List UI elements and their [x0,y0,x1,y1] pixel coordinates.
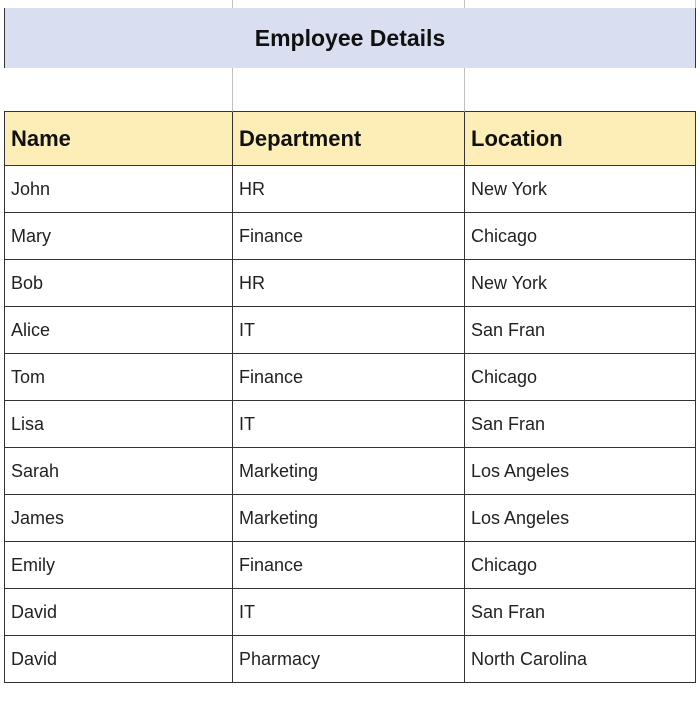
table-header-row: Name Department Location [4,112,696,166]
table-row: James Marketing Los Angeles [4,495,696,542]
cell-name: John [4,166,233,213]
cell-department: Pharmacy [233,636,465,683]
table-row: John HR New York [4,166,696,213]
table-title-row: Employee Details [4,8,696,68]
table-row: Mary Finance Chicago [4,213,696,260]
cell-location: Chicago [465,542,696,589]
employee-table-container: Employee Details Name Department Locatio… [0,0,700,683]
top-partial-row [4,0,696,8]
cell-location: Los Angeles [465,448,696,495]
cell-location: Chicago [465,213,696,260]
cell-department: Marketing [233,448,465,495]
table-row: David Pharmacy North Carolina [4,636,696,683]
cell-location: New York [465,260,696,307]
cell-department: Marketing [233,495,465,542]
spacer-cell [465,68,696,112]
cell-location: San Fran [465,589,696,636]
column-header-department: Department [233,112,465,166]
table-row: Alice IT San Fran [4,307,696,354]
top-partial-cell [233,0,465,8]
spacer-cell [4,68,233,112]
cell-department: IT [233,307,465,354]
cell-location: San Fran [465,401,696,448]
cell-name: Alice [4,307,233,354]
column-header-name: Name [4,112,233,166]
table-row: Sarah Marketing Los Angeles [4,448,696,495]
cell-location: San Fran [465,307,696,354]
cell-name: David [4,589,233,636]
top-partial-cell [465,0,696,8]
table-title: Employee Details [255,25,445,52]
spacer-cell [233,68,465,112]
cell-name: Mary [4,213,233,260]
cell-location: Chicago [465,354,696,401]
cell-department: Finance [233,542,465,589]
cell-name: Sarah [4,448,233,495]
cell-department: HR [233,260,465,307]
table-row: Tom Finance Chicago [4,354,696,401]
cell-department: IT [233,401,465,448]
cell-department: Finance [233,213,465,260]
table-row: Lisa IT San Fran [4,401,696,448]
spacer-row [4,68,696,112]
table-row: Bob HR New York [4,260,696,307]
cell-location: Los Angeles [465,495,696,542]
top-partial-cell [4,0,233,8]
cell-name: Bob [4,260,233,307]
cell-department: Finance [233,354,465,401]
cell-department: HR [233,166,465,213]
table-row: David IT San Fran [4,589,696,636]
table-row: Emily Finance Chicago [4,542,696,589]
cell-name: David [4,636,233,683]
cell-name: Lisa [4,401,233,448]
cell-name: Emily [4,542,233,589]
cell-name: James [4,495,233,542]
column-header-location: Location [465,112,696,166]
cell-department: IT [233,589,465,636]
cell-name: Tom [4,354,233,401]
cell-location: New York [465,166,696,213]
cell-location: North Carolina [465,636,696,683]
